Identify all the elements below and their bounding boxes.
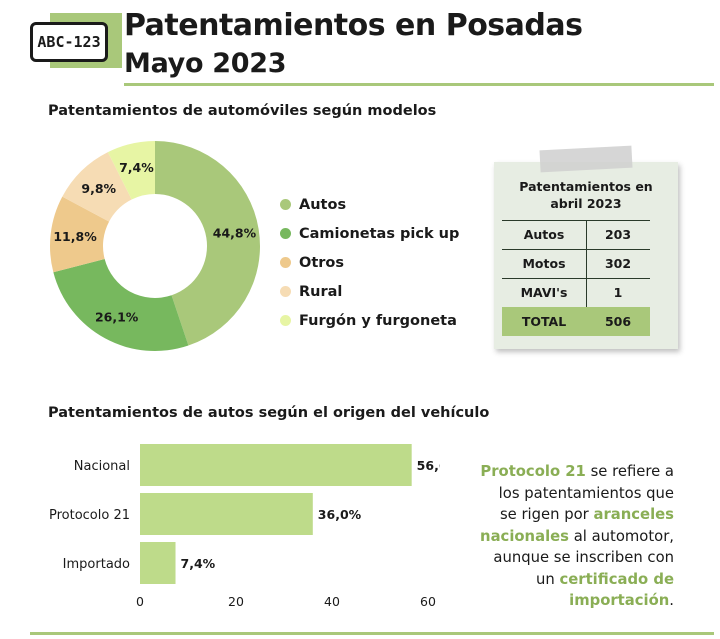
april-card-title: Patentamientos en abril 2023 bbox=[494, 178, 678, 212]
x-tick-label: 0 bbox=[136, 594, 144, 609]
legend-item-autos: Autos bbox=[280, 190, 459, 219]
legend-label-rural: Rural bbox=[299, 283, 343, 300]
legend-item-furgon: Furgón y furgoneta bbox=[280, 306, 459, 335]
legend-label-camionetas: Camionetas pick up bbox=[299, 225, 460, 242]
plate-text: ABC-123 bbox=[37, 33, 101, 51]
legend-swatch-autos bbox=[280, 199, 291, 210]
table-row-value: 302 bbox=[604, 256, 632, 271]
footer-divider bbox=[30, 632, 714, 635]
table-row-label: Motos bbox=[522, 256, 566, 271]
donut-slice-4 bbox=[107, 141, 155, 200]
table-row: MAVI's 1 bbox=[502, 278, 650, 307]
x-tick-label: 20 bbox=[228, 594, 244, 609]
table-divider bbox=[502, 249, 650, 250]
bar-value-label: 56,6% bbox=[417, 458, 440, 473]
legend-label-otros: Otros bbox=[299, 254, 345, 271]
legend-item-otros: Otros bbox=[280, 248, 459, 277]
april-card-title-line1: Patentamientos en bbox=[519, 179, 653, 194]
protocol-text-2: al automotor, aunque se inscriben con un bbox=[493, 527, 674, 588]
x-tick-label: 40 bbox=[324, 594, 340, 609]
x-tick-label: 60 bbox=[420, 594, 436, 609]
donut-slice-0 bbox=[155, 141, 261, 346]
bar-category-label: Importado bbox=[63, 557, 130, 572]
legend-item-camionetas: Camionetas pick up bbox=[280, 219, 459, 248]
protocol-text-1: se refiere a los patentamientos que se r… bbox=[498, 463, 674, 523]
legend-label-autos: Autos bbox=[299, 196, 347, 213]
donut-slice-label: 26,1% bbox=[95, 309, 139, 324]
header-divider bbox=[124, 83, 714, 86]
bar-0 bbox=[140, 444, 412, 486]
bar-1 bbox=[140, 493, 313, 535]
donut-slice-3 bbox=[62, 152, 132, 222]
bar-2 bbox=[140, 542, 176, 584]
legend-swatch-furgon bbox=[280, 315, 291, 326]
protocol-highlight-aranceles: aranceles nacionales bbox=[480, 506, 674, 545]
bar-chart: Nacional 56,6% Protocolo 21 36,0% Importado 7… bbox=[49, 444, 440, 609]
table-row-value: 203 bbox=[604, 227, 632, 242]
license-plate-logo: ABC-123 bbox=[30, 22, 108, 62]
table-total-label: TOTAL bbox=[521, 314, 567, 329]
donut-slice-label: 44,8% bbox=[213, 226, 257, 241]
table-total-row: TOTAL 506 bbox=[502, 307, 650, 336]
donut-chart-title: Patentamientos de automóviles según mode… bbox=[48, 103, 437, 119]
legend-label-furgon: Furgón y furgoneta bbox=[299, 312, 457, 329]
table-row-label: Autos bbox=[523, 227, 565, 242]
bar-value-label: 36,0% bbox=[318, 507, 362, 522]
legend-item-rural: Rural bbox=[280, 277, 459, 306]
donut-slice-1 bbox=[53, 259, 189, 351]
legend-swatch-camionetas bbox=[280, 228, 291, 239]
table-row-value: 1 bbox=[613, 285, 623, 300]
bar-value-label: 7,4% bbox=[181, 556, 216, 571]
protocol-term: Protocolo 21 bbox=[480, 463, 586, 480]
april-summary-card: Patentamientos en abril 2023 Autos 203 M… bbox=[494, 162, 678, 349]
page-subtitle: Mayo 2023 bbox=[124, 48, 287, 79]
donut-slice-label: 11,8% bbox=[53, 229, 97, 244]
bar-chart-title: Patentamientos de autos según el origen … bbox=[48, 405, 490, 421]
donut-slice-label: 9,8% bbox=[81, 181, 116, 196]
donut-chart: 44,8% 26,1% 11,8% 9,8%7,4% bbox=[50, 141, 261, 351]
april-card-title-line2: abril 2023 bbox=[550, 196, 622, 211]
page-title: Patentamientos en Posadas bbox=[124, 8, 583, 43]
bar-category-label: Nacional bbox=[74, 459, 130, 474]
protocol-text-3: . bbox=[669, 592, 674, 609]
donut-slice-2 bbox=[50, 196, 110, 273]
table-total-value: 506 bbox=[604, 314, 632, 329]
table-divider bbox=[502, 220, 650, 221]
table-divider bbox=[502, 278, 650, 279]
legend-swatch-otros bbox=[280, 257, 291, 268]
donut-slice-label: 7,4% bbox=[119, 160, 154, 175]
table-row: Autos 203 bbox=[502, 220, 650, 249]
bar-category-label: Protocolo 21 bbox=[49, 508, 130, 523]
legend-swatch-rural bbox=[280, 286, 291, 297]
protocol-highlight-certificado: certificado de importación bbox=[559, 570, 674, 610]
table-row: Motos 302 bbox=[502, 249, 650, 278]
table-row-label: MAVI's bbox=[520, 285, 568, 300]
protocol-21-note: Protocolo 21 se refiere a los patentamie… bbox=[478, 461, 674, 612]
donut-legend: Autos Camionetas pick up Otros Rural Fur… bbox=[280, 190, 459, 335]
